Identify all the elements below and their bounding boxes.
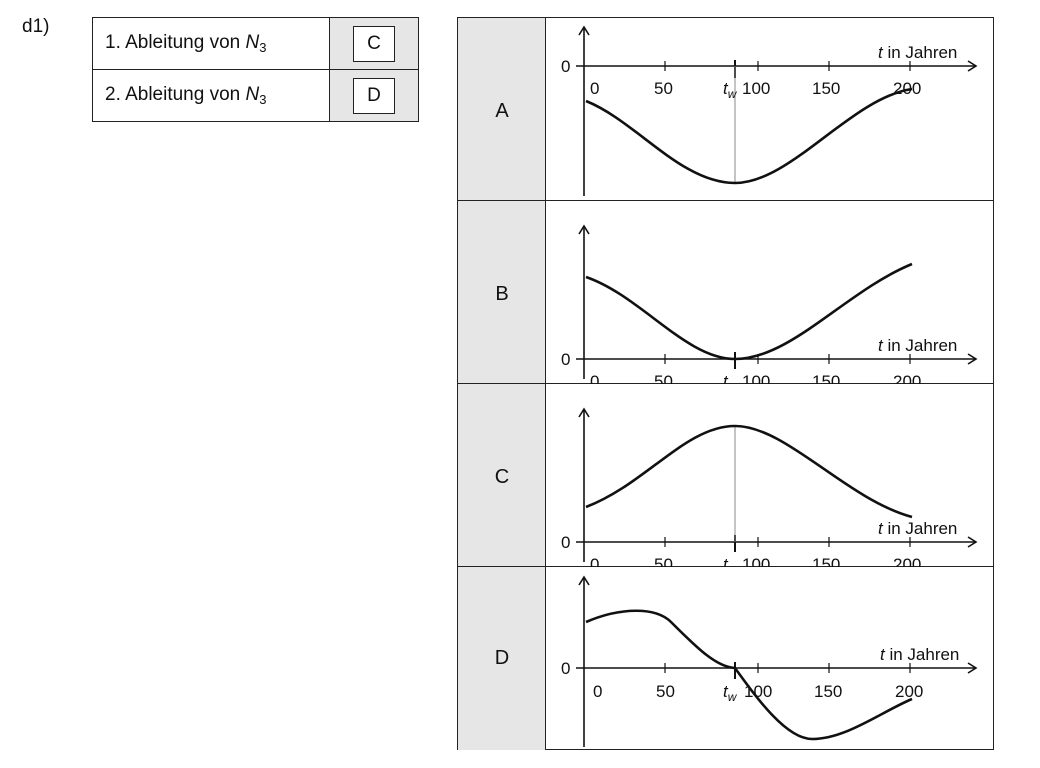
graph-a-tick-label-100: 100 <box>742 79 770 98</box>
answer-box-1[interactable]: C <box>353 25 395 62</box>
graph-d-x-label: t in Jahren <box>880 645 959 664</box>
graph-c-tw-label: tw <box>723 555 738 567</box>
answer-row-2-text: 2. Ableitung von <box>105 84 246 105</box>
graph-a-tick-label-150: 150 <box>812 79 840 98</box>
graph-row-d: D 0 t in Jahren 0 50 100 150 200 tw <box>458 567 993 750</box>
answer-row-1-slot: C <box>329 17 419 70</box>
graph-label-cell-d <box>458 567 546 750</box>
graph-d-curve <box>585 609 913 741</box>
graph-label-c: C <box>494 466 510 488</box>
answer-box-2[interactable]: D <box>353 77 395 114</box>
graph-c-tick-label-200: 200 <box>893 555 921 567</box>
graph-row-b: B 0 t in Jahren 0 50 100 150 200 tw <box>458 201 993 384</box>
graph-a-y-arrow <box>578 25 590 36</box>
graph-b-y-arrow <box>578 224 590 235</box>
answer-row-1: 1. Ableitung von N3 C <box>92 17 419 70</box>
graph-a-plot: 0 t in Jahren 0 50 100 150 200 tw <box>561 25 978 196</box>
graph-c-y-arrow <box>578 407 590 418</box>
graph-b-x-arrow <box>967 353 978 365</box>
graph-row-c: C 0 t in Jahren 0 50 100 150 200 tw <box>458 384 993 567</box>
graph-d-y-arrow <box>578 575 590 586</box>
answer-row-2-slot: D <box>329 69 419 122</box>
graph-d-plot: 0 t in Jahren 0 50 100 150 200 tw <box>561 575 978 747</box>
graph-a-tick-label-0: 0 <box>590 79 599 98</box>
graph-c-curve <box>585 424 913 519</box>
graph-d-ticks: 0 50 100 150 200 <box>593 663 923 701</box>
graph-c-tick-label-0: 0 <box>590 555 599 567</box>
graph-a-zero-label: 0 <box>561 57 570 76</box>
graph-c-x-arrow <box>967 536 978 548</box>
graph-b-tick-label-150: 150 <box>812 372 840 384</box>
answer-row-1-description: 1. Ableitung von N3 <box>92 17 330 70</box>
graph-d-tick-label-100: 100 <box>744 682 772 701</box>
graph-a-tick-label-50: 50 <box>654 79 673 98</box>
graph-b-curve <box>585 262 913 361</box>
graph-panel: A 0 t in Jahren 0 50 100 150 200 tw <box>457 17 994 750</box>
graph-b-tick-label-50: 50 <box>654 372 673 384</box>
answer-table: 1. Ableitung von N3 C 2. Ableitung von N… <box>92 17 419 122</box>
graph-row-a: A 0 t in Jahren 0 50 100 150 200 tw <box>458 18 993 201</box>
graph-c-tick-label-150: 150 <box>812 555 840 567</box>
graph-b-plot: 0 t in Jahren 0 50 100 150 200 tw <box>561 224 978 384</box>
graph-label-cell-b <box>458 201 546 383</box>
graph-d-zero-label: 0 <box>561 659 570 678</box>
graph-b-x-label: t in Jahren <box>878 336 957 355</box>
graph-d-tick-label-150: 150 <box>814 682 842 701</box>
task-label: d1) <box>22 16 50 37</box>
answer-row-2-description: 2. Ableitung von N3 <box>92 69 330 122</box>
answer-row-2: 2. Ableitung von N3 D <box>92 69 419 122</box>
answer-row-2-sub: 3 <box>259 92 267 107</box>
graph-b-tw-label: tw <box>723 372 738 384</box>
graph-c-ticks: 0 50 100 150 200 <box>590 537 921 567</box>
graph-d-tick-label-200: 200 <box>895 682 923 701</box>
answer-row-1-sub: 3 <box>259 40 267 55</box>
graph-d-tick-label-50: 50 <box>656 682 675 701</box>
graph-b-tick-label-100: 100 <box>742 372 770 384</box>
graph-a-x-arrow <box>967 60 978 72</box>
graph-label-b: B <box>495 283 509 305</box>
answer-row-1-var: N <box>245 32 260 53</box>
answer-row-2-var: N <box>245 84 260 105</box>
graph-c-tick-label-50: 50 <box>654 555 673 567</box>
graph-label-a: A <box>495 100 509 122</box>
graph-d-x-arrow <box>967 662 978 674</box>
graph-a-x-label: t in Jahren <box>878 43 957 62</box>
graph-a-tw-label: tw <box>723 79 738 101</box>
graph-c-plot: 0 t in Jahren 0 50 100 150 200 tw <box>561 407 978 567</box>
graph-c-zero-label: 0 <box>561 533 570 552</box>
graph-d-tick-label-0: 0 <box>593 682 602 701</box>
graph-b-ticks: 0 50 100 150 200 <box>590 354 921 384</box>
graph-a-ticks: 0 50 100 150 200 <box>590 61 921 98</box>
graph-b-tick-label-0: 0 <box>590 372 599 384</box>
graph-label-cell-a <box>458 18 546 200</box>
graph-b-tick-label-200: 200 <box>893 372 921 384</box>
graph-label-cell-c <box>458 384 546 566</box>
graph-b-zero-label: 0 <box>561 350 570 369</box>
graph-c-tick-label-100: 100 <box>742 555 770 567</box>
graph-a-curve <box>585 87 913 185</box>
graph-label-d: D <box>494 647 510 669</box>
graph-c-x-label: t in Jahren <box>878 519 957 538</box>
graph-a-tick-label-200: 200 <box>893 79 921 98</box>
graph-d-tw-label: tw <box>723 682 738 704</box>
answer-row-1-text: 1. Ableitung von <box>105 32 246 53</box>
